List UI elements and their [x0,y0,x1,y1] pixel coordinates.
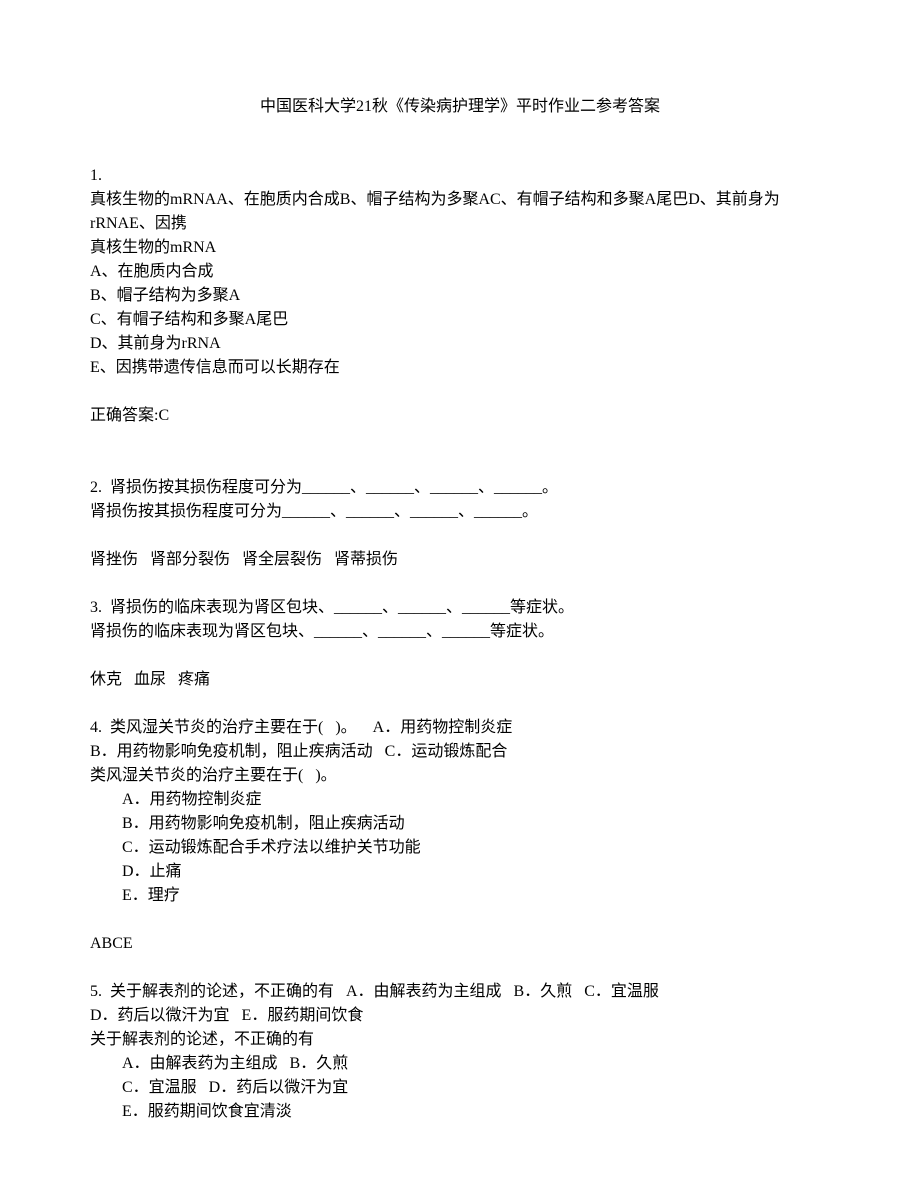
q5-option-c: E．服药期间饮食宜清淡 [90,1100,830,1124]
question-2: 2. 肾损伤按其损伤程度可分为______、______、______、____… [90,476,830,572]
q4-option-d: D．止痛 [90,860,830,884]
question-1: 1. 真核生物的mRNAA、在胞质内合成B、帽子结构为多聚AC、有帽子结构和多聚… [90,164,830,428]
q3-line2: 肾损伤的临床表现为肾区包块、______、______、______等症状。 [90,620,830,644]
q5-line1: 5. 关于解表剂的论述，不正确的有 A．由解表药为主组成 B．久煎 C．宜温服 [90,980,830,1004]
q4-option-a: A．用药物控制炎症 [90,788,830,812]
q2-answer: 肾挫伤 肾部分裂伤 肾全层裂伤 肾蒂损伤 [90,548,830,572]
q4-option-c: C．运动锻炼配合手术疗法以维护关节功能 [90,836,830,860]
question-5: 5. 关于解表剂的论述，不正确的有 A．由解表药为主组成 B．久煎 C．宜温服 … [90,980,830,1124]
q2-line2: 肾损伤按其损伤程度可分为______、______、______、______。 [90,500,830,524]
q4-option-e: E．理疗 [90,884,830,908]
q4-line1: 4. 类风湿关节炎的治疗主要在于( )。 A．用药物控制炎症 [90,716,830,740]
q1-number: 1. [90,164,830,188]
q1-stem1: 真核生物的mRNAA、在胞质内合成B、帽子结构为多聚AC、有帽子结构和多聚A尾巴… [90,188,830,236]
q2-line1: 2. 肾损伤按其损伤程度可分为______、______、______、____… [90,476,830,500]
page-title: 中国医科大学21秋《传染病护理学》平时作业二参考答案 [90,95,830,119]
q1-option-c: C、有帽子结构和多聚A尾巴 [90,308,830,332]
q1-answer: 正确答案:C [90,404,830,428]
q5-option-b: C．宜温服 D．药后以微汗为宜 [90,1076,830,1100]
q5-option-a: A．由解表药为主组成 B．久煎 [90,1052,830,1076]
q1-stem2: 真核生物的mRNA [90,236,830,260]
question-3: 3. 肾损伤的临床表现为肾区包块、______、______、______等症状… [90,596,830,692]
q1-option-a: A、在胞质内合成 [90,260,830,284]
q4-option-b: B．用药物影响免疫机制，阻止疾病活动 [90,812,830,836]
q5-line2: D．药后以微汗为宜 E．服药期间饮食 [90,1004,830,1028]
q4-line3: 类风湿关节炎的治疗主要在于( )。 [90,764,830,788]
q4-answer: ABCE [90,932,830,956]
q4-line2: B．用药物影响免疫机制，阻止疾病活动 C．运动锻炼配合 [90,740,830,764]
q1-option-d: D、其前身为rRNA [90,332,830,356]
question-4: 4. 类风湿关节炎的治疗主要在于( )。 A．用药物控制炎症 B．用药物影响免疫… [90,716,830,956]
q1-option-e: E、因携带遗传信息而可以长期存在 [90,356,830,380]
q1-option-b: B、帽子结构为多聚A [90,284,830,308]
q3-line1: 3. 肾损伤的临床表现为肾区包块、______、______、______等症状… [90,596,830,620]
q5-line3: 关于解表剂的论述，不正确的有 [90,1028,830,1052]
q3-answer: 休克 血尿 疼痛 [90,668,830,692]
